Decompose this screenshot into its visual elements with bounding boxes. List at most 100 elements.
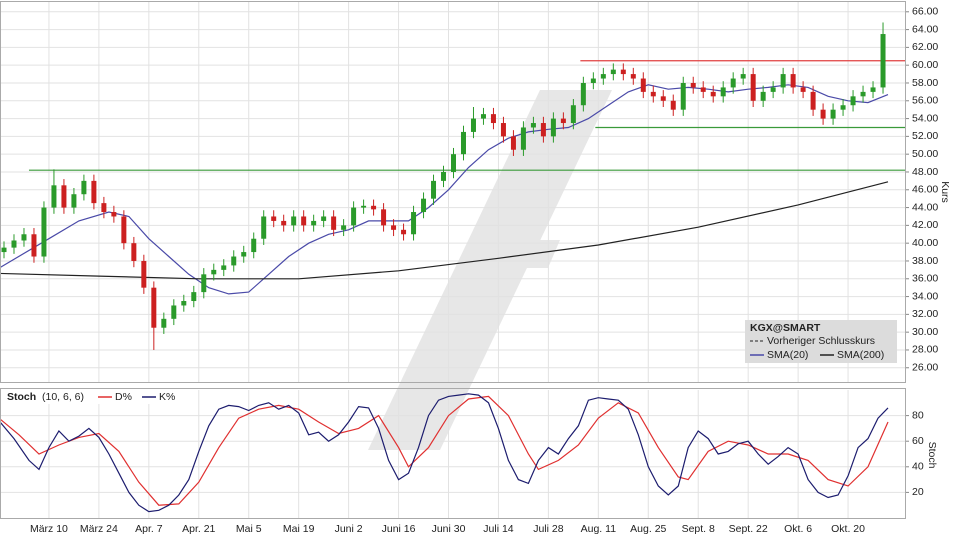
candle-body <box>870 87 876 92</box>
candle-body <box>790 74 796 88</box>
candle-body <box>500 123 506 137</box>
candle-body <box>381 209 387 226</box>
y-tick-label: 36.00 <box>912 273 938 285</box>
candle-body <box>460 131 466 155</box>
candle-body <box>670 100 676 110</box>
x-tick-label: Juli 14 <box>483 523 514 535</box>
x-tick-label: Aug. 11 <box>581 523 617 535</box>
candle-body <box>341 225 347 230</box>
candle-body <box>640 78 646 92</box>
y-tick-label: 60.00 <box>912 59 938 71</box>
candle-body <box>231 256 237 266</box>
candle-body <box>151 287 157 328</box>
candle-body <box>421 198 427 213</box>
candle-body <box>111 212 117 217</box>
x-tick-label: Juni 30 <box>432 523 466 535</box>
candle-body <box>830 109 836 119</box>
y-tick-label: 52.00 <box>912 130 938 142</box>
y-tick-label: 66.00 <box>912 6 938 18</box>
x-tick-label: Aug. 25 <box>630 523 666 535</box>
candle-body <box>161 318 167 328</box>
line-series <box>0 84 889 295</box>
panel-title: Stoch <box>7 391 36 403</box>
candle-body <box>11 240 17 248</box>
candle-body <box>211 269 217 275</box>
y-axis-label: Stoch <box>926 442 938 469</box>
candle-body <box>820 109 826 119</box>
candle-body <box>71 194 77 208</box>
candle-body <box>441 171 447 181</box>
candle-body <box>131 243 137 261</box>
candle-body <box>620 69 626 75</box>
x-tick-label: März 10 <box>30 523 68 535</box>
y-tick-label: 28.00 <box>912 344 938 356</box>
candle-body <box>21 234 27 241</box>
candle-body <box>41 207 47 257</box>
x-tick-label: Apr. 7 <box>135 523 163 535</box>
y-axis-label: Kurs <box>939 181 951 203</box>
legend: KGX@SMART Vorheriger Schlusskurs SMA(20)… <box>745 320 897 363</box>
candle-body <box>351 207 357 226</box>
candle-body <box>580 82 586 106</box>
watermark-stroke <box>368 90 612 450</box>
candle-body <box>261 216 267 239</box>
candle-body <box>560 118 566 124</box>
candle-body <box>810 91 816 110</box>
y-tick-label: 62.00 <box>912 41 938 53</box>
candle-body <box>880 34 886 88</box>
y-tick-label: 44.00 <box>912 201 938 213</box>
candle-body <box>31 234 37 257</box>
candle-body <box>91 180 97 204</box>
x-tick-label: Okt. 6 <box>784 523 812 535</box>
stoch-header: Stoch (10, 6, 6) D% K% <box>1 389 191 404</box>
candle-body <box>291 216 297 226</box>
candle-body <box>690 82 696 88</box>
stoch-frame <box>0 388 906 519</box>
y-tick-label: 50.00 <box>912 148 938 160</box>
candle-body <box>770 87 776 92</box>
candle-body <box>61 185 67 208</box>
y-tick-label: 80 <box>912 409 924 421</box>
legend-label: Vorheriger Schlusskurs <box>767 335 875 347</box>
candle-body <box>331 216 337 230</box>
candle-body <box>520 127 526 150</box>
candle-body <box>171 305 177 319</box>
legend-label: D% <box>115 391 132 403</box>
legend-label: SMA(200) <box>837 349 884 361</box>
candle-body <box>121 216 127 244</box>
panel-params: (10, 6, 6) <box>42 391 84 403</box>
candle-body <box>101 203 107 213</box>
candle-body <box>271 216 277 221</box>
y-tick-label: 30.00 <box>912 326 938 338</box>
candle-body <box>181 301 187 306</box>
candle-body <box>141 260 147 288</box>
candle-body <box>760 91 766 101</box>
y-tick-label: 58.00 <box>912 77 938 89</box>
candle-body <box>680 82 686 110</box>
x-tick-label: Juni 2 <box>335 523 363 535</box>
candle-body <box>301 216 307 226</box>
candle-body <box>780 74 786 88</box>
header-bg <box>1 389 191 404</box>
candle-body <box>470 118 476 132</box>
candle-body <box>630 74 636 79</box>
candle-body <box>311 220 317 226</box>
candle-body <box>411 212 417 235</box>
y-tick-label: 20 <box>912 486 924 498</box>
candle-body <box>590 78 596 83</box>
y-tick-label: 48.00 <box>912 166 938 178</box>
x-tick-label: Okt. 20 <box>831 523 865 535</box>
candle-body <box>710 91 716 97</box>
candle-body <box>740 74 746 79</box>
x-tick-label: Mai 19 <box>283 523 315 535</box>
candle-body <box>490 114 496 124</box>
candle-body <box>431 180 437 199</box>
candle-body <box>371 205 377 210</box>
line-series <box>0 393 889 513</box>
legend-label: SMA(20) <box>767 349 808 361</box>
y-tick-label: 64.00 <box>912 23 938 35</box>
legend-label: K% <box>159 391 175 403</box>
y-tick-label: 38.00 <box>912 255 938 267</box>
candle-body <box>281 220 287 226</box>
